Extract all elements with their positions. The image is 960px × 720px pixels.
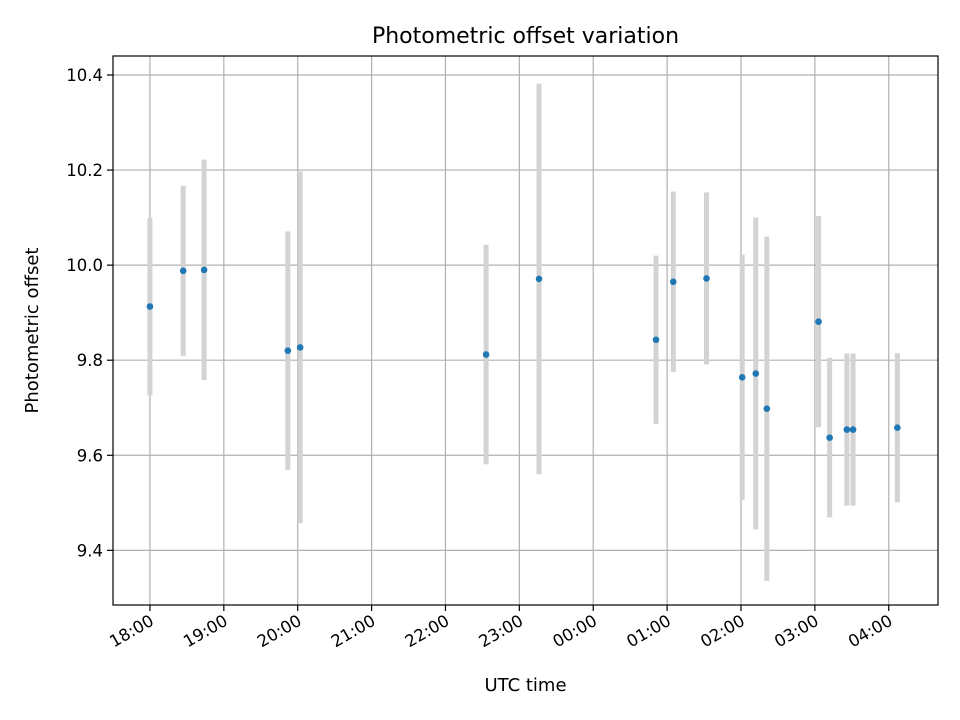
- data-point: [284, 347, 292, 355]
- data-points: [146, 266, 901, 441]
- data-point: [296, 344, 304, 351]
- data-point: [738, 374, 746, 381]
- data-point: [179, 267, 187, 275]
- data-point: [669, 278, 677, 286]
- data-point: [815, 318, 822, 326]
- data-point: [843, 426, 851, 433]
- y-tick-label: 9.8: [77, 351, 103, 370]
- y-tick-label: 10.4: [66, 66, 103, 85]
- x-axis-label: UTC time: [484, 675, 566, 696]
- data-point: [826, 434, 833, 441]
- y-tick-label: 9.4: [77, 541, 103, 560]
- y-axis-label: Photometric offset: [22, 248, 43, 414]
- axis-ticks: [107, 74, 890, 611]
- data-point: [763, 405, 771, 412]
- data-point: [752, 370, 760, 377]
- data-point: [652, 336, 660, 344]
- plot-frame: [112, 55, 939, 606]
- y-tick-label: 10.2: [66, 161, 103, 180]
- y-tick-label: 9.6: [77, 446, 103, 465]
- data-point: [703, 275, 710, 282]
- data-point: [535, 275, 543, 283]
- data-point: [146, 303, 154, 310]
- data-point: [849, 426, 857, 433]
- y-tick-label: 10.0: [66, 256, 103, 275]
- chart-title: Photometric offset variation: [372, 24, 679, 49]
- data-point: [200, 266, 208, 274]
- data-point: [482, 351, 490, 358]
- grid-lines: [113, 56, 938, 605]
- data-point: [894, 424, 901, 432]
